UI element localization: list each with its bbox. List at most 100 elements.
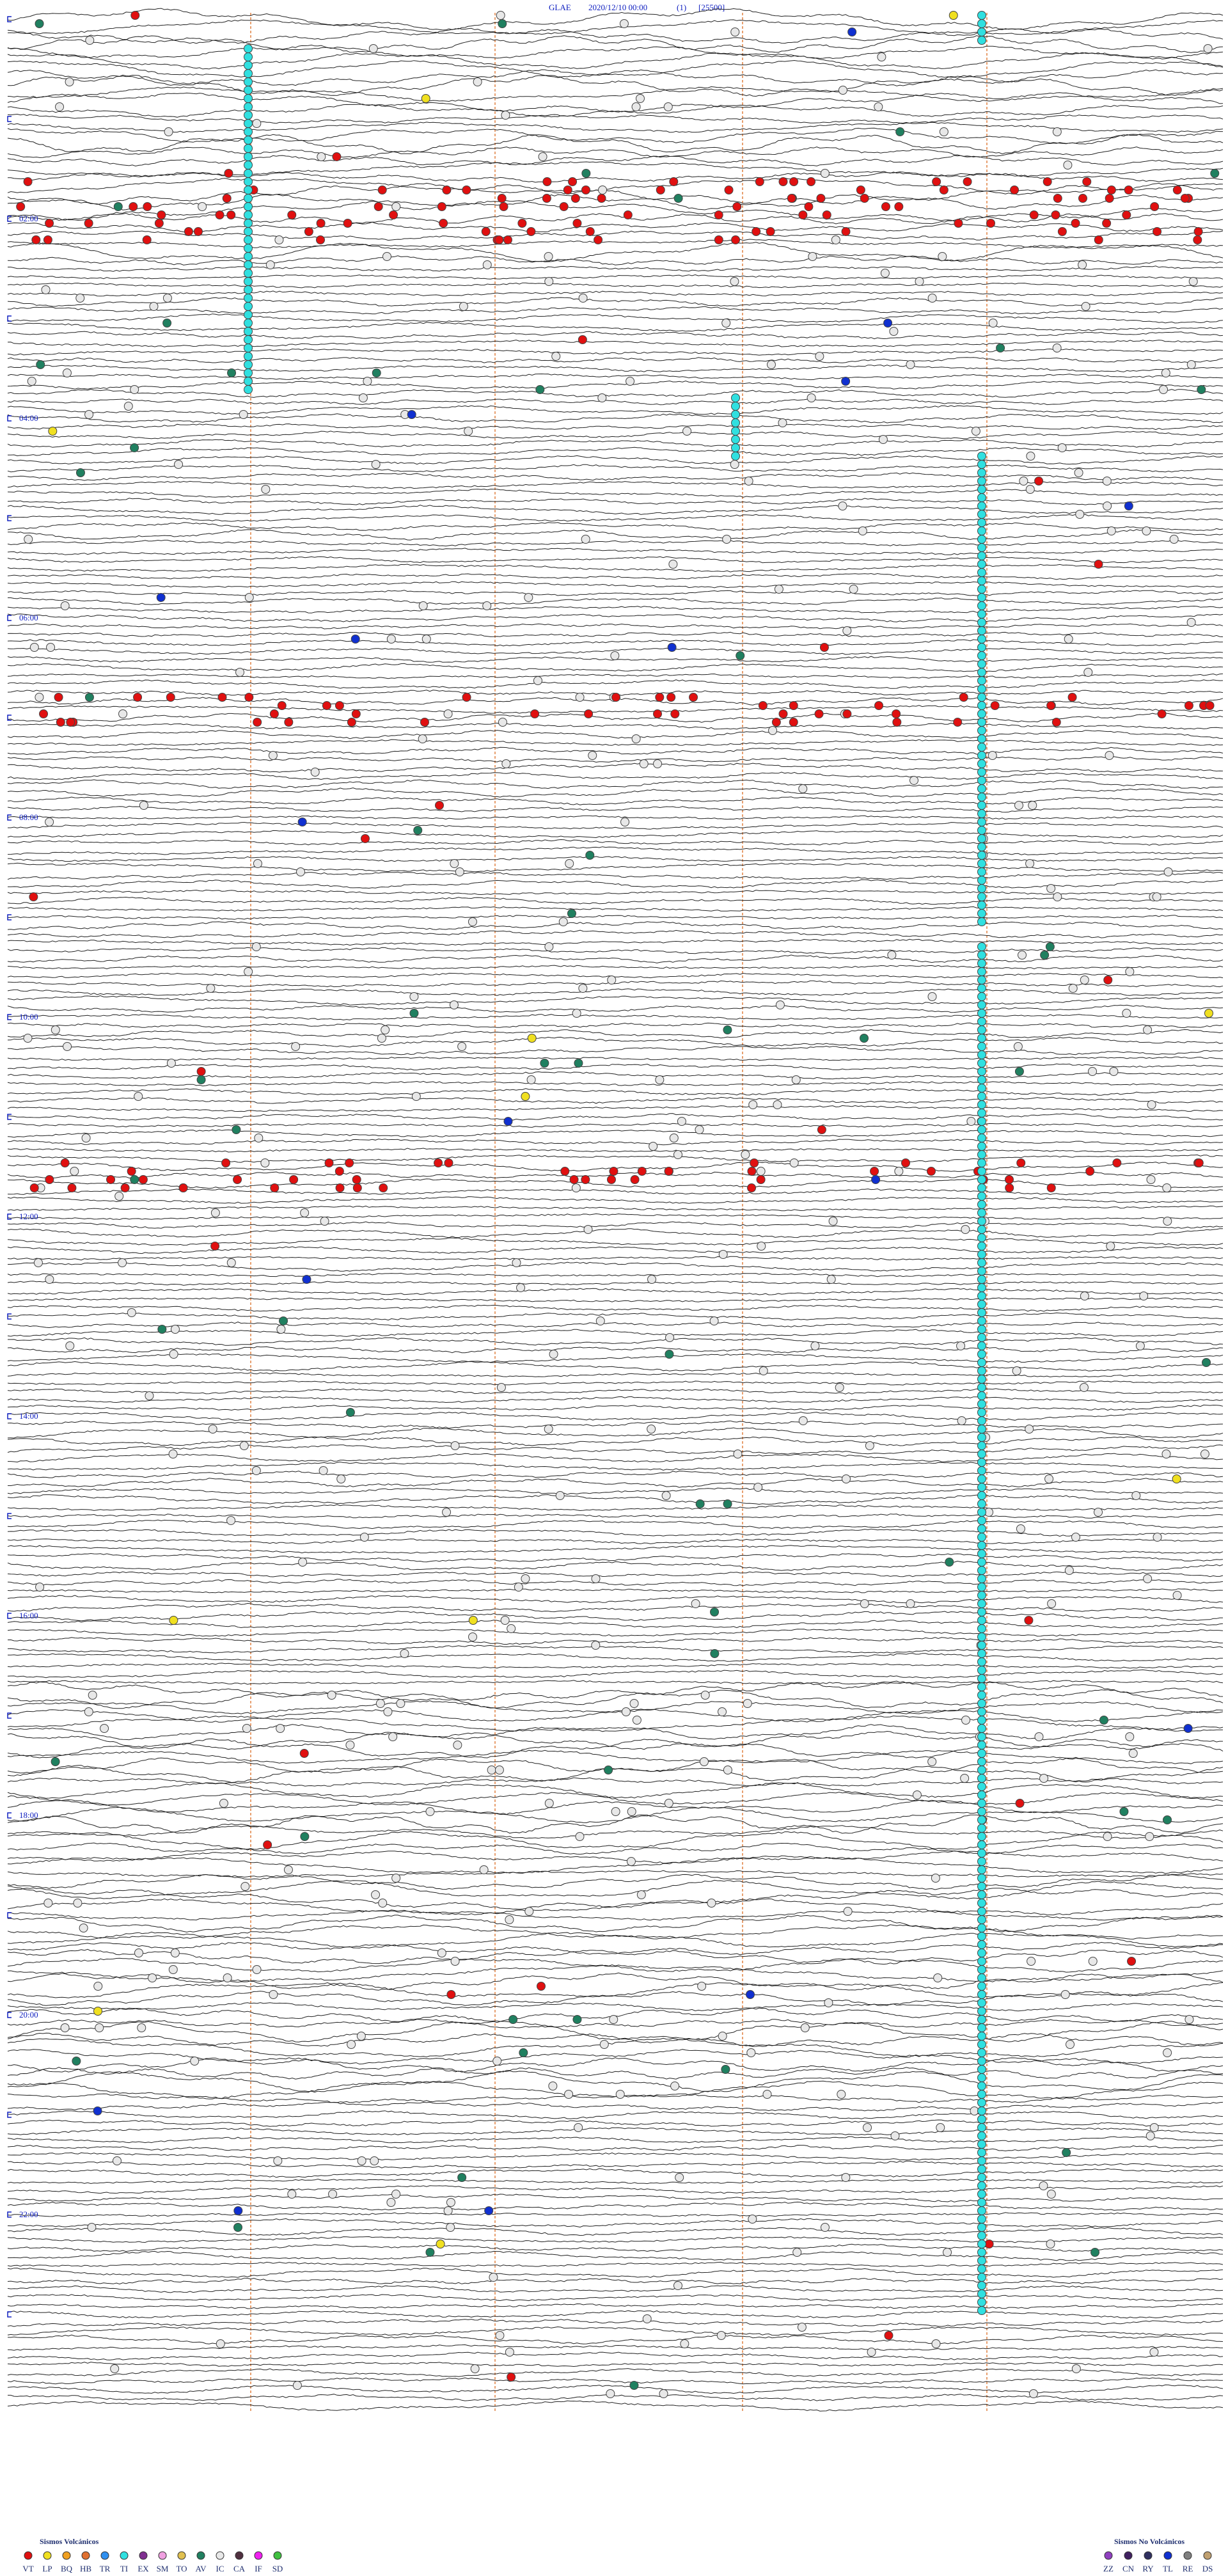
event-marker: [352, 1175, 361, 1184]
trace: [7, 2178, 1224, 2185]
event-marker: [666, 693, 676, 702]
event-marker: [60, 1158, 70, 1167]
event-marker: [93, 2007, 103, 2016]
event-marker: [977, 1915, 986, 1924]
trace: [7, 413, 1224, 423]
event-marker: [977, 1840, 986, 1849]
trace: [7, 1297, 1224, 1302]
trace: [7, 747, 1224, 755]
event-marker: [508, 2015, 518, 2024]
event-marker: [977, 2165, 986, 2174]
event-marker: [210, 1242, 220, 1251]
event-marker: [287, 210, 297, 219]
event-marker: [977, 1624, 986, 1633]
event-marker: [572, 2015, 582, 2024]
trace: [7, 2344, 1224, 2351]
event-marker: [120, 1183, 130, 1192]
event-marker: [977, 1616, 986, 1625]
trace: [7, 1129, 1224, 1138]
event-marker: [549, 1350, 558, 1359]
trace: [7, 75, 1224, 97]
hour-mark: [7, 1613, 12, 1619]
event-marker: [730, 460, 739, 469]
event-marker: [977, 2173, 986, 2182]
trace: [7, 1138, 1224, 1146]
trace: [7, 1545, 1224, 1554]
trace: [7, 1396, 1224, 1403]
event-marker: [240, 1882, 250, 1891]
trace: [7, 1528, 1223, 1537]
trace: [7, 2318, 1224, 2327]
event-marker: [977, 726, 986, 735]
event-marker: [233, 2206, 243, 2215]
event-marker: [1094, 235, 1103, 244]
event-marker: [977, 884, 986, 893]
event-marker: [838, 502, 847, 510]
event-marker: [1025, 485, 1035, 494]
event-marker: [382, 252, 391, 261]
legend-code: LP: [42, 2564, 52, 2573]
event-marker: [977, 2098, 986, 2107]
event-marker: [977, 1849, 986, 1858]
event-marker: [244, 227, 253, 236]
event-marker: [555, 1491, 565, 1500]
event-marker: [1145, 1832, 1154, 1841]
event-marker: [276, 1325, 286, 1334]
event-marker: [162, 319, 172, 328]
trace: [7, 972, 1224, 979]
event-marker: [977, 1491, 986, 1500]
trace: [7, 1887, 1224, 1910]
event-marker: [164, 127, 173, 136]
trace: [7, 1322, 1224, 1329]
event-marker: [233, 2223, 243, 2232]
event-marker: [977, 1341, 986, 1350]
event-marker: [977, 776, 986, 785]
trace: [7, 1814, 1224, 1834]
trace: [7, 1991, 1224, 2006]
event-marker: [139, 801, 148, 810]
event-marker: [138, 1175, 148, 1184]
event-marker: [655, 693, 665, 702]
event-marker: [977, 976, 986, 984]
event-marker: [459, 302, 468, 311]
event-marker: [977, 1425, 986, 1434]
event-marker: [244, 302, 253, 311]
trace: [7, 921, 1224, 931]
event-marker: [977, 942, 986, 951]
event-marker: [84, 693, 94, 702]
trace: [7, 1689, 1224, 1709]
trace: [7, 1080, 1224, 1087]
event-marker: [884, 2331, 893, 2340]
event-marker: [610, 651, 620, 660]
trace: [7, 221, 1224, 233]
event-marker: [931, 1874, 940, 1883]
event-marker: [956, 1341, 966, 1350]
event-marker: [1147, 1100, 1156, 1109]
trace: [7, 830, 1224, 839]
event-marker: [244, 102, 253, 111]
trace: [7, 1196, 1224, 1204]
event-marker: [977, 951, 986, 960]
event-marker: [631, 102, 641, 111]
trace: [7, 431, 1224, 439]
event-marker: [611, 1807, 620, 1816]
event-marker: [977, 834, 986, 843]
event-marker: [977, 1441, 986, 1450]
trace: [7, 1148, 1224, 1153]
trace: [7, 1504, 1224, 1512]
event-marker: [977, 2023, 986, 2032]
event-marker: [1125, 967, 1135, 976]
event-marker: [1083, 668, 1093, 677]
event-marker: [244, 252, 253, 261]
trace: [7, 86, 1224, 102]
trace: [7, 1680, 1224, 1701]
legend-title: Sismos Volcánicos: [40, 2537, 99, 2546]
trace: [7, 1029, 1224, 1039]
event-marker: [977, 626, 986, 635]
event-marker: [977, 1691, 986, 1700]
event-marker: [977, 610, 986, 619]
event-marker: [569, 1175, 579, 1184]
event-marker: [1071, 1533, 1080, 1542]
trace: [7, 1680, 1224, 1685]
trace: [7, 1088, 1223, 1096]
